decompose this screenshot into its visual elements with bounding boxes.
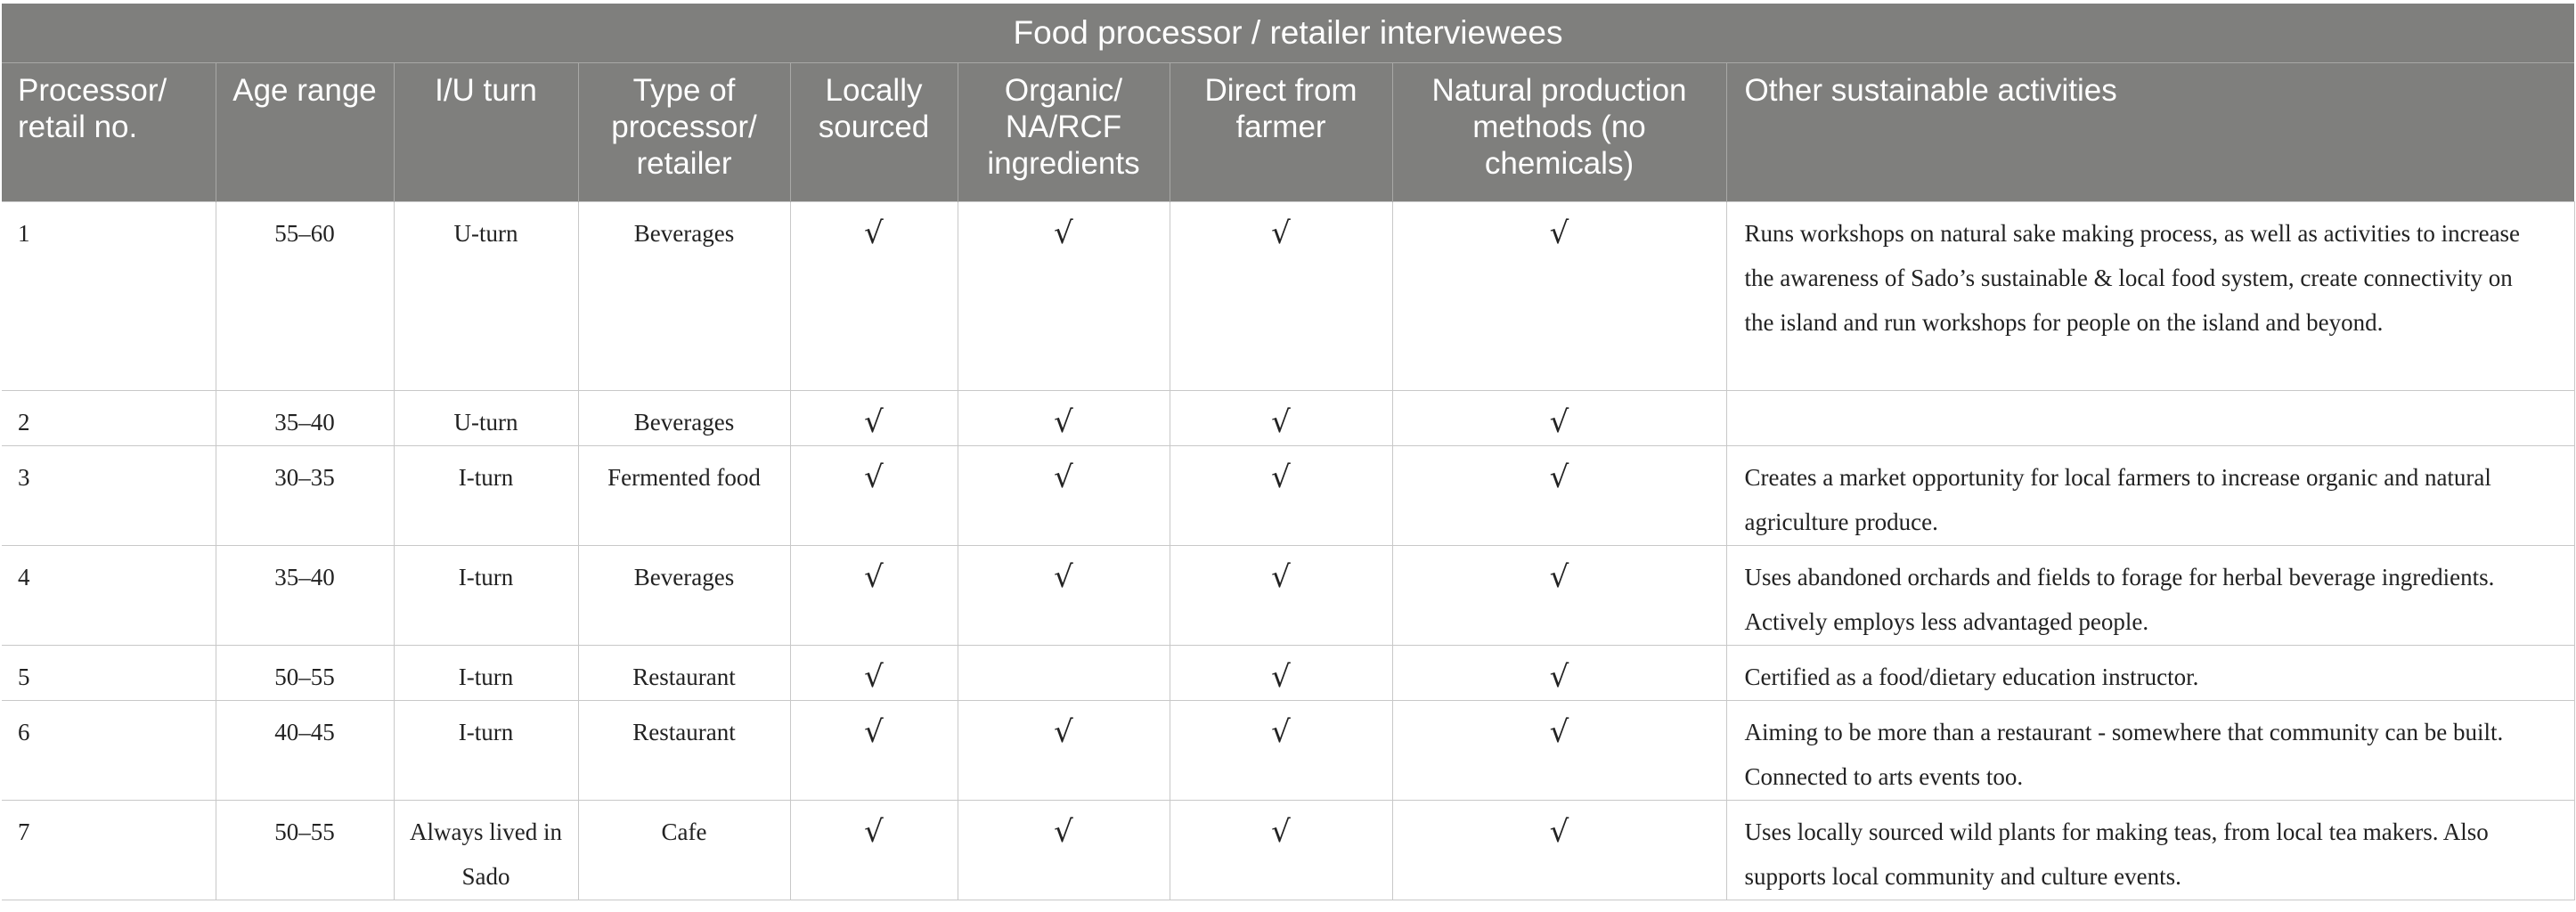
cell-processor-no: 7 [2,800,216,900]
cell-type: Restaurant [577,700,791,801]
cell-iu-turn: Always lived in Sado [393,800,579,900]
cell-natural-methods: √ [1391,800,1727,900]
cell-processor-no: 1 [2,201,216,391]
cell-type: Cafe [577,800,791,900]
cell-age-range: 55–60 [215,201,395,391]
cell-age-range: 50–55 [215,800,395,900]
cell-locally-sourced: √ [789,700,958,801]
cell-other-activities: Uses locally sourced wild plants for mak… [1725,800,2575,900]
cell-natural-methods: √ [1391,445,1727,546]
table-row: 7 50–55 Always lived in Sado Cafe √ √ √ … [2,800,2575,900]
table-caption: Food processor / retailer interviewees [2,4,2575,63]
column-header-direct-from-farmer: Direct from farmer [1169,62,1392,202]
cell-organic: √ [957,201,1170,391]
cell-other-activities [1725,390,2575,446]
cell-processor-no: 5 [2,645,216,701]
table-row: 4 35–40 I-turn Beverages √ √ √ √ Uses ab… [2,545,2575,646]
table-row: 5 50–55 I-turn Restaurant √ √ √ Certifie… [2,645,2575,701]
cell-locally-sourced: √ [789,800,958,900]
cell-type: Restaurant [577,645,791,701]
column-header-iu-turn: I/U turn [393,62,578,202]
column-header-other-activities: Other sustainable activities [1725,62,2575,202]
table-caption-row: Food processor / retailer interviewees [2,4,2575,63]
cell-direct-from-farmer: √ [1169,645,1393,701]
cell-iu-turn: I-turn [393,445,579,546]
table-row: 6 40–45 I-turn Restaurant √ √ √ √ Aiming… [2,700,2575,801]
table-row: 2 35–40 U-turn Beverages √ √ √ √ [2,390,2575,446]
column-header-locally-sourced: Locally sourced [789,62,958,202]
cell-direct-from-farmer: √ [1169,201,1393,391]
column-header-processor-no: Processor/ retail no. [2,62,216,202]
cell-organic: √ [957,700,1170,801]
cell-other-activities: Uses abandoned orchards and fields to fo… [1725,545,2575,646]
cell-direct-from-farmer: √ [1169,800,1393,900]
cell-locally-sourced: √ [789,645,958,701]
cell-age-range: 50–55 [215,645,395,701]
cell-other-activities: Creates a market opportunity for local f… [1725,445,2575,546]
cell-processor-no: 4 [2,545,216,646]
cell-age-range: 35–40 [215,390,395,446]
cell-locally-sourced: √ [789,545,958,646]
cell-organic [957,645,1170,701]
cell-direct-from-farmer: √ [1169,445,1393,546]
cell-age-range: 40–45 [215,700,395,801]
cell-natural-methods: √ [1391,390,1727,446]
column-header-age-range: Age range [215,62,394,202]
cell-natural-methods: √ [1391,545,1727,646]
column-header-natural-methods: Natural production methods (no chemicals… [1391,62,1726,202]
cell-processor-no: 2 [2,390,216,446]
cell-direct-from-farmer: √ [1169,390,1393,446]
column-header-organic: Organic/ NA/RCF ingredients [957,62,1170,202]
cell-type: Beverages [577,545,791,646]
cell-organic: √ [957,800,1170,900]
cell-iu-turn: I-turn [393,545,579,646]
cell-natural-methods: √ [1391,201,1727,391]
cell-other-activities: Certified as a food/dietary education in… [1725,645,2575,701]
cell-direct-from-farmer: √ [1169,700,1393,801]
cell-processor-no: 6 [2,700,216,801]
cell-organic: √ [957,545,1170,646]
cell-locally-sourced: √ [789,445,958,546]
cell-iu-turn: I-turn [393,645,579,701]
cell-iu-turn: U-turn [393,201,579,391]
table-header-row: Processor/ retail no. Age range I/U turn… [2,62,2575,202]
table-row: 1 55–60 U-turn Beverages √ √ √ √ Runs wo… [2,201,2575,391]
cell-organic: √ [957,390,1170,446]
cell-type: Fermented food [577,445,791,546]
cell-direct-from-farmer: √ [1169,545,1393,646]
interviewees-table: Food processor / retailer interviewees P… [2,4,2575,900]
cell-type: Beverages [577,201,791,391]
cell-natural-methods: √ [1391,645,1727,701]
cell-organic: √ [957,445,1170,546]
cell-age-range: 35–40 [215,545,395,646]
cell-age-range: 30–35 [215,445,395,546]
cell-iu-turn: I-turn [393,700,579,801]
cell-locally-sourced: √ [789,390,958,446]
table-row: 3 30–35 I-turn Fermented food √ √ √ √ Cr… [2,445,2575,546]
cell-other-activities: Aiming to be more than a restaurant - so… [1725,700,2575,801]
cell-type: Beverages [577,390,791,446]
cell-iu-turn: U-turn [393,390,579,446]
cell-locally-sourced: √ [789,201,958,391]
cell-other-activities: Runs workshops on natural sake making pr… [1725,201,2575,391]
cell-natural-methods: √ [1391,700,1727,801]
cell-processor-no: 3 [2,445,216,546]
column-header-type: Type of processor/ retailer [577,62,790,202]
